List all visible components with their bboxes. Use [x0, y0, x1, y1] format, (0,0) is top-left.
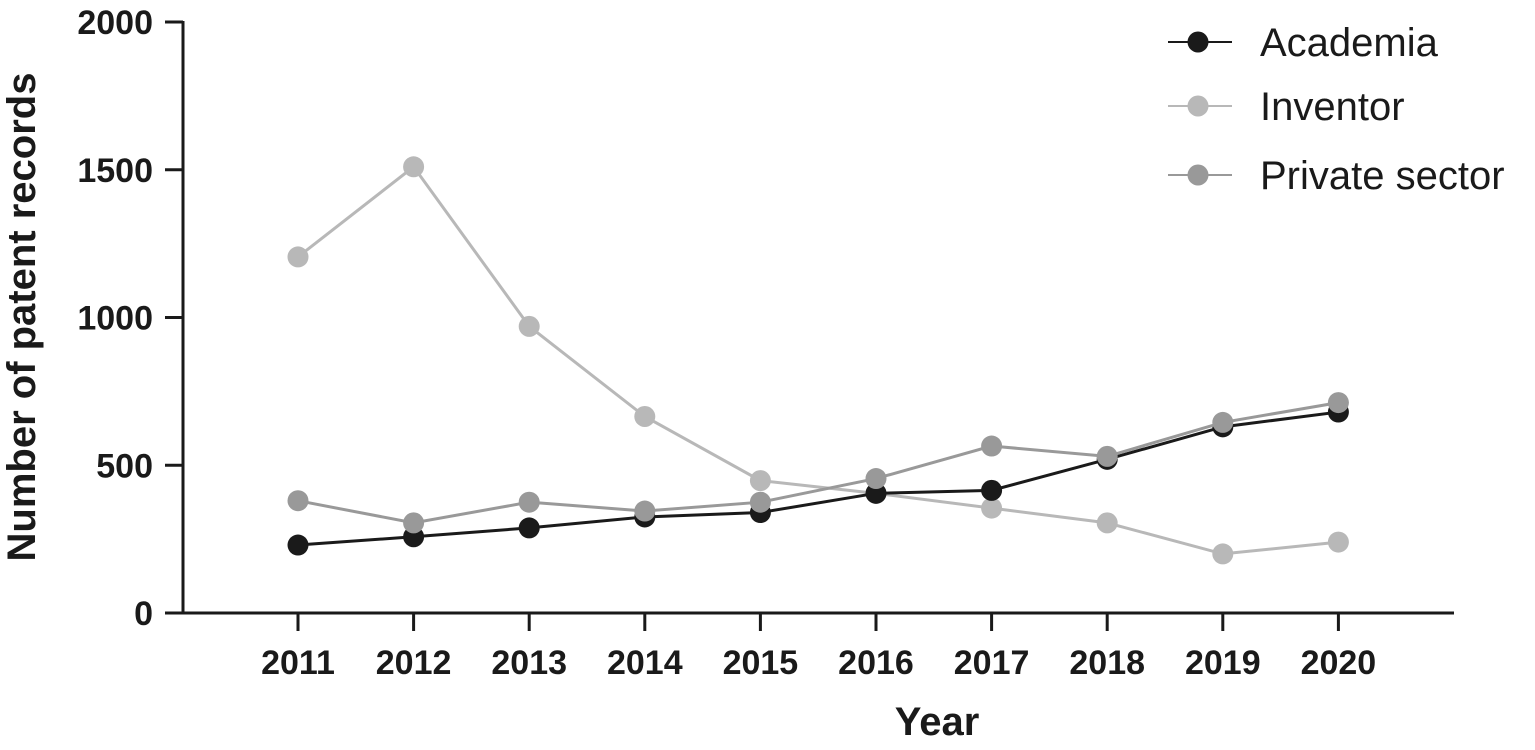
x-tick-label: 2015 — [723, 644, 799, 682]
series-line — [297, 410, 1339, 547]
series-inventor — [287, 156, 1349, 565]
data-point — [865, 468, 887, 490]
data-point — [634, 405, 656, 427]
data-point — [403, 512, 425, 534]
series-private-sector — [287, 392, 1349, 534]
legend-item: Inventor — [1168, 85, 1405, 129]
legend: Academia Inventor Private sector — [1168, 21, 1505, 198]
data-point — [403, 156, 425, 178]
legend-label: Private sector — [1260, 154, 1505, 198]
x-tick-label: 2017 — [954, 644, 1030, 682]
data-point — [1327, 531, 1349, 553]
x-axis-title: Year — [895, 700, 980, 744]
y-tick-label: 500 — [96, 447, 153, 485]
data-point — [749, 470, 771, 492]
y-tick-label: 0 — [134, 595, 153, 633]
data-point — [749, 491, 771, 513]
y-tick-label: 1500 — [77, 152, 153, 190]
x-tick-label: 2020 — [1301, 644, 1377, 682]
data-point — [1096, 445, 1118, 467]
y-tick-label: 2000 — [77, 4, 153, 42]
data-point — [287, 490, 309, 512]
data-point — [1327, 392, 1349, 414]
data-point — [981, 479, 1003, 501]
legend-item: Private sector — [1168, 154, 1505, 198]
x-tick-label: 2016 — [838, 644, 914, 682]
x-tick-label: 2014 — [607, 644, 683, 682]
data-point — [981, 497, 1003, 519]
data-point — [518, 491, 540, 513]
legend-label: Academia — [1260, 21, 1439, 65]
series-layer — [287, 156, 1349, 565]
x-tick-label: 2013 — [491, 644, 567, 682]
data-point — [1096, 512, 1118, 534]
data-point — [287, 246, 309, 268]
x-tick-label: 2019 — [1185, 644, 1261, 682]
y-axis-title: Number of patent records — [0, 73, 44, 562]
x-tick-label: 2018 — [1069, 644, 1145, 682]
y-ticks: 0 500 1000 1500 2000 — [77, 4, 183, 633]
legend-label: Inventor — [1260, 85, 1405, 129]
data-point — [634, 500, 656, 522]
series-line — [297, 164, 1339, 556]
data-point — [981, 435, 1003, 457]
y-tick-label: 1000 — [77, 300, 153, 338]
data-point — [287, 534, 309, 556]
x-tick-label: 2012 — [376, 644, 452, 682]
data-point — [865, 482, 887, 504]
series-academia — [287, 401, 1349, 556]
series-line — [297, 401, 1339, 525]
legend-marker — [1187, 31, 1209, 53]
x-tick-label: 2011 — [261, 644, 335, 682]
legend-item: Academia — [1168, 21, 1439, 65]
data-point — [1212, 411, 1234, 433]
legend-marker — [1187, 95, 1209, 117]
data-point — [518, 315, 540, 337]
data-point — [1212, 543, 1234, 565]
x-ticks: 2011 2012 2013 2014 2015 2016 2017 2018 2019 2020 — [261, 613, 1376, 682]
legend-marker — [1187, 164, 1209, 186]
data-point — [518, 517, 540, 539]
